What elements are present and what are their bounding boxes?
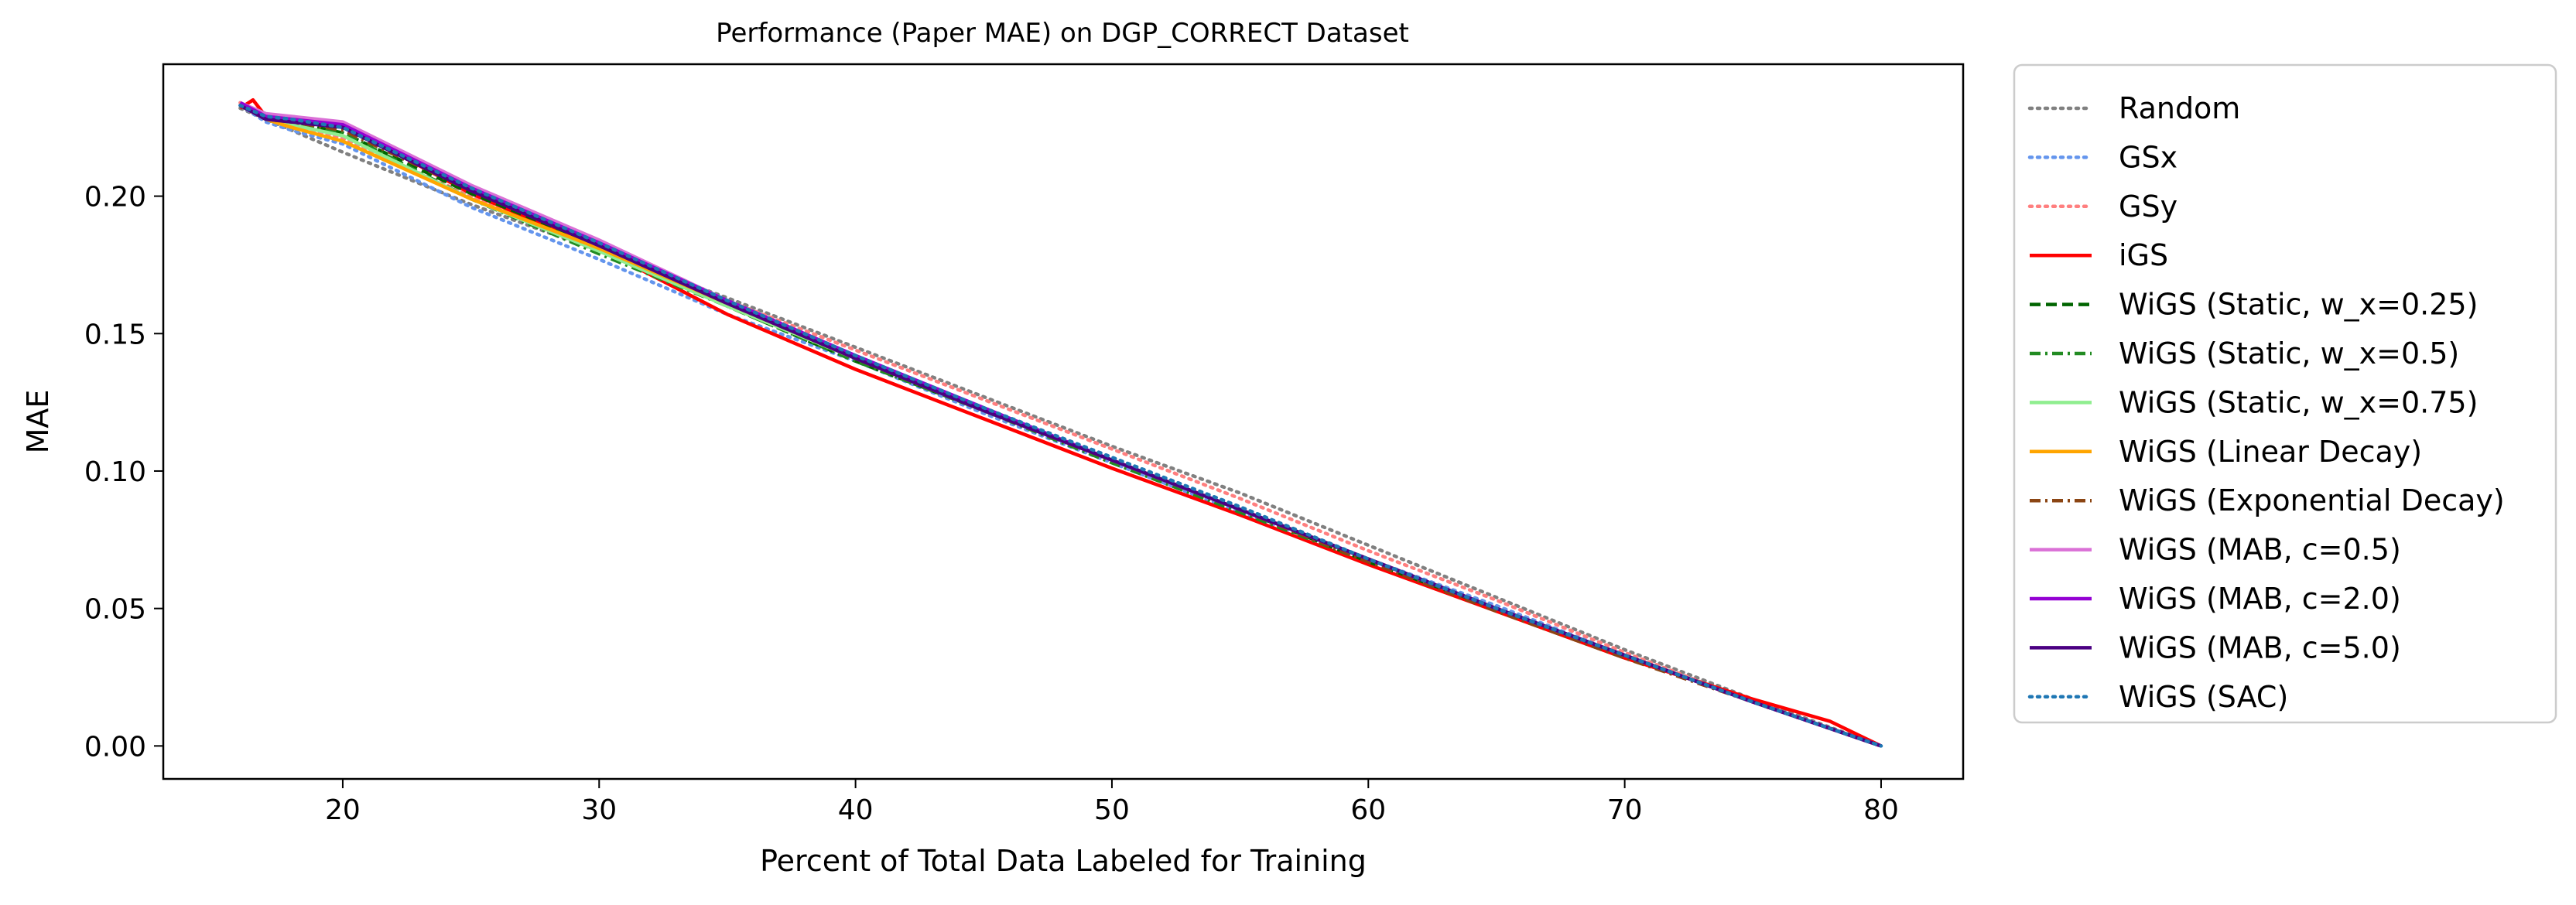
x-tick-label: 30 xyxy=(581,794,617,826)
legend-label: WiGS (MAB, c=2.0) xyxy=(2119,582,2401,616)
legend-label: GSy xyxy=(2119,190,2177,224)
x-tick-label: 80 xyxy=(1863,794,1899,826)
legend-label: WiGS (SAC) xyxy=(2119,680,2288,714)
chart-title: Performance (Paper MAE) on DGP_CORRECT D… xyxy=(716,18,1409,49)
y-axis: 0.00 0.05 0.10 0.15 0.20 xyxy=(84,182,163,763)
legend-label: WiGS (MAB, c=0.5) xyxy=(2119,533,2401,567)
x-tick-label: 50 xyxy=(1094,794,1130,826)
x-tick-label: 20 xyxy=(325,794,361,826)
legend-label: iGS xyxy=(2119,238,2168,272)
x-axis: 20 30 40 50 60 70 80 xyxy=(325,779,1899,826)
y-axis-label: MAE xyxy=(21,390,55,454)
legend-label: WiGS (MAB, c=5.0) xyxy=(2119,630,2401,664)
legend-label: WiGS (Linear Decay) xyxy=(2119,435,2422,469)
legend-label: GSx xyxy=(2119,140,2177,174)
legend: Random GSx GSy iGS WiGS (Static, w_x=0.25) Wi… xyxy=(2013,63,2557,724)
legend-label: WiGS (Static, w_x=0.75) xyxy=(2119,385,2478,419)
x-tick-label: 70 xyxy=(1607,794,1643,826)
legend-frame xyxy=(2013,63,2557,724)
y-tick-label: 0.10 xyxy=(84,456,146,488)
series-layer xyxy=(238,97,1883,748)
series-line-random xyxy=(238,106,1883,748)
plot-area-frame xyxy=(162,63,1965,780)
legend-label: WiGS (Static, w_x=0.5) xyxy=(2119,336,2459,371)
x-tick-label: 40 xyxy=(838,794,874,826)
legend-label: WiGS (Exponential Decay) xyxy=(2119,483,2505,517)
legend-label: WiGS (Static, w_x=0.25) xyxy=(2119,288,2478,322)
y-tick-label: 0.15 xyxy=(84,319,146,350)
series-line-wigs-sac xyxy=(238,104,1883,748)
y-tick-label: 0.00 xyxy=(84,731,146,763)
legend-label: Random xyxy=(2119,91,2240,125)
y-tick-label: 0.20 xyxy=(84,182,146,213)
x-tick-label: 60 xyxy=(1350,794,1386,826)
y-tick-label: 0.05 xyxy=(84,594,146,626)
x-axis-label: Percent of Total Data Labeled for Traini… xyxy=(760,844,1367,878)
